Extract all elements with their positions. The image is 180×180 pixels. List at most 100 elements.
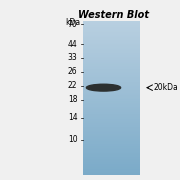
Bar (83, 78, 140, 80)
Text: 20kDa: 20kDa (154, 83, 179, 92)
Bar (83, 114, 140, 116)
Bar (83, 129, 140, 130)
Bar (83, 30, 140, 31)
Text: 14: 14 (68, 113, 77, 122)
Bar (83, 104, 140, 105)
Bar (83, 148, 140, 149)
Bar (83, 152, 140, 153)
Bar (83, 108, 140, 109)
Bar (83, 21, 140, 22)
Bar (83, 134, 140, 135)
Bar (83, 120, 140, 121)
Bar (83, 159, 140, 161)
Bar (83, 54, 140, 55)
Bar (83, 136, 140, 137)
Text: Western Blot: Western Blot (78, 10, 149, 20)
Bar (83, 172, 140, 173)
Bar (83, 109, 140, 111)
Bar (83, 144, 140, 145)
Text: 33: 33 (68, 53, 77, 62)
Bar (83, 57, 140, 58)
Bar (83, 22, 140, 23)
Bar (83, 107, 140, 108)
Bar (83, 99, 140, 100)
Bar (83, 154, 140, 155)
Bar (83, 95, 140, 96)
Bar (83, 113, 140, 114)
Bar (83, 53, 140, 54)
Bar (83, 77, 140, 78)
Bar (83, 27, 140, 28)
Bar (83, 84, 140, 85)
Bar (83, 66, 140, 67)
Bar (83, 85, 140, 86)
Bar (83, 68, 140, 69)
Bar (83, 116, 140, 117)
Bar (83, 117, 140, 118)
Bar (83, 90, 140, 91)
Bar (83, 37, 140, 39)
Bar (83, 51, 140, 53)
Bar (83, 64, 140, 66)
Bar (83, 40, 140, 41)
Bar (83, 39, 140, 40)
Bar (83, 126, 140, 127)
Bar (83, 36, 140, 37)
Bar (83, 118, 140, 120)
Bar (83, 145, 140, 146)
Bar (83, 35, 140, 36)
Bar (83, 50, 140, 51)
Bar (83, 58, 140, 59)
Bar (83, 163, 140, 164)
Bar (83, 143, 140, 144)
Bar (83, 89, 140, 90)
Bar (83, 111, 140, 112)
Bar (83, 59, 140, 60)
Bar (83, 86, 140, 87)
Bar (83, 41, 140, 42)
Bar (83, 63, 140, 64)
Bar (83, 44, 140, 45)
Bar (83, 103, 140, 104)
Bar (83, 46, 140, 48)
Bar (83, 132, 140, 134)
Bar (83, 60, 140, 62)
Bar (83, 146, 140, 148)
Bar (83, 125, 140, 126)
Bar (83, 42, 140, 44)
Text: 26: 26 (68, 68, 77, 76)
Bar (83, 155, 140, 157)
Text: 70: 70 (68, 20, 77, 29)
Bar (83, 162, 140, 163)
Bar (83, 76, 140, 77)
Bar (83, 149, 140, 150)
Bar (83, 157, 140, 158)
Bar (83, 71, 140, 72)
Bar (83, 167, 140, 168)
Bar (83, 73, 140, 75)
Bar (83, 150, 140, 152)
Bar (83, 169, 140, 171)
Bar (83, 33, 140, 35)
Bar (83, 121, 140, 122)
Bar (83, 96, 140, 98)
Bar (83, 49, 140, 50)
Bar (83, 80, 140, 81)
Text: kDa: kDa (65, 18, 80, 27)
Bar (83, 72, 140, 73)
Bar (83, 139, 140, 140)
Bar (83, 141, 140, 143)
Bar (83, 82, 140, 84)
Text: 10: 10 (68, 135, 77, 144)
Bar (83, 67, 140, 68)
Bar (83, 166, 140, 167)
Bar (83, 24, 140, 26)
Bar (83, 173, 140, 175)
Bar (83, 81, 140, 82)
Bar (83, 62, 140, 63)
Bar (83, 105, 140, 107)
Bar (83, 158, 140, 159)
Text: 22: 22 (68, 81, 77, 90)
Bar (83, 123, 140, 125)
Bar (83, 153, 140, 154)
